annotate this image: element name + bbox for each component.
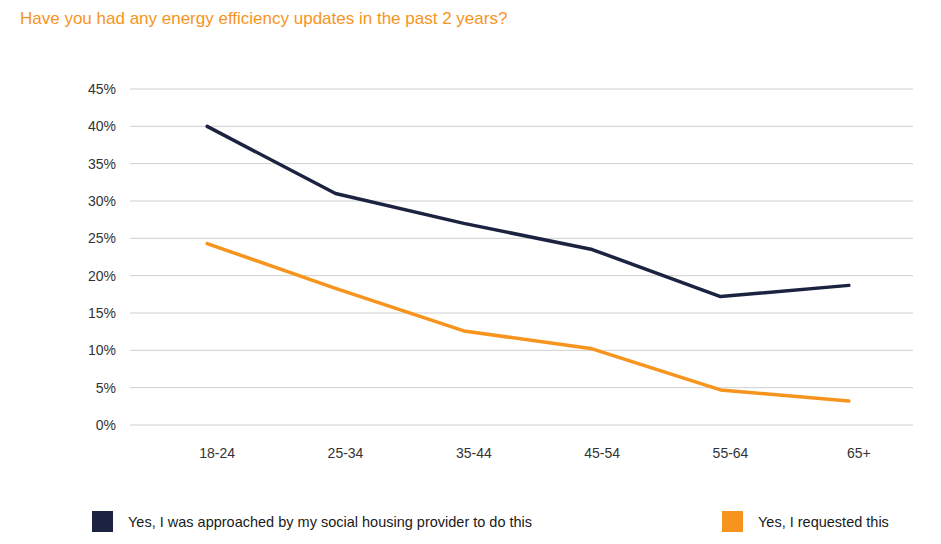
y-tick-label: 15% [88, 305, 116, 321]
x-tick-label: 35-44 [456, 445, 492, 461]
y-tick-label: 45% [88, 81, 116, 97]
legend-swatch [92, 511, 113, 532]
grid-line [130, 238, 913, 239]
y-axis: 0% 5% 10% 15% 20% 25% 30% 35% 40% 45% [88, 81, 913, 433]
y-tick-label: 20% [88, 268, 116, 284]
grid-line [130, 425, 913, 426]
y-tick-label: 30% [88, 193, 116, 209]
y-tick-label: 35% [88, 156, 116, 172]
y-tick-label: 0% [96, 417, 116, 433]
legend-label: Yes, I was approached by my social housi… [128, 514, 532, 530]
grid-line [130, 89, 913, 90]
series-group [207, 126, 849, 401]
legend-swatch [722, 511, 743, 532]
series-line [207, 126, 849, 296]
chart: Have you had any energy efficiency updat… [0, 0, 941, 544]
y-tick-label: 5% [96, 380, 116, 396]
series-line [207, 244, 849, 402]
x-axis: 18-24 25-34 35-44 45-54 55-64 65+ [199, 445, 870, 461]
grid-line [130, 275, 913, 276]
grid-line [130, 350, 913, 351]
grid-line [130, 387, 913, 388]
title: Have you had any energy efficiency updat… [20, 9, 507, 28]
x-tick-label: 65+ [847, 445, 871, 461]
x-tick-label: 45-54 [584, 445, 620, 461]
grid-line [130, 313, 913, 314]
x-tick-label: 25-34 [328, 445, 364, 461]
y-tick-label: 40% [88, 118, 116, 134]
legend: Yes, I was approached by my social housi… [92, 511, 889, 532]
x-tick-label: 18-24 [199, 445, 235, 461]
y-tick-label: 10% [88, 342, 116, 358]
grid-line [130, 126, 913, 127]
grid-line [130, 201, 913, 202]
y-tick-label: 25% [88, 230, 116, 246]
grid-line [130, 163, 913, 164]
x-tick-label: 55-64 [713, 445, 749, 461]
legend-label: Yes, I requested this [758, 514, 889, 530]
